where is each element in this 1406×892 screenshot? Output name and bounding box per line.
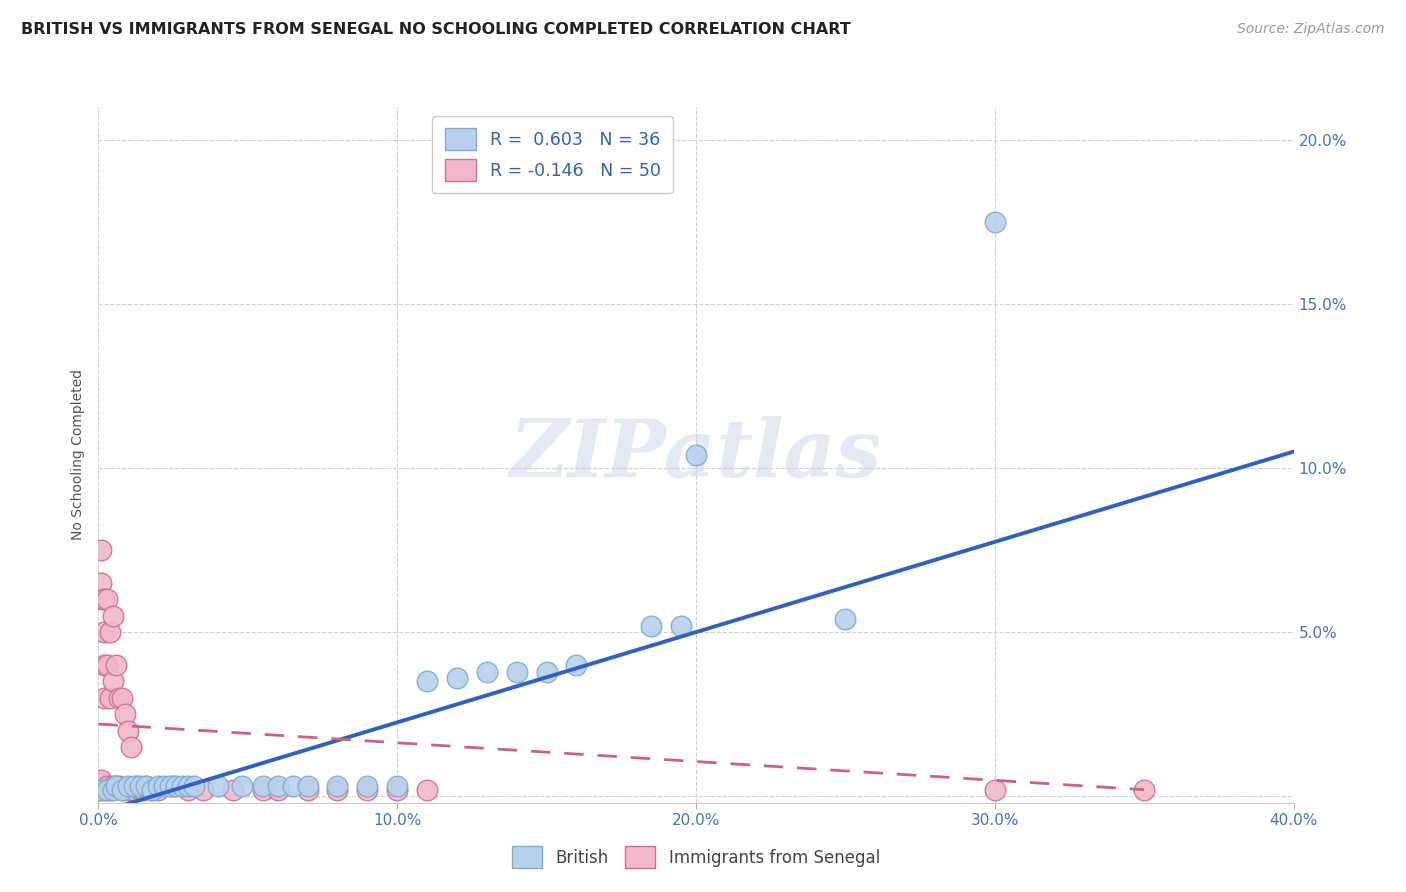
Point [984,215,1007,229]
Point [177,782,200,797]
Point [103,780,125,794]
Point [96,657,118,672]
Point [87,782,110,797]
Point [267,780,290,794]
Point [103,608,125,623]
Point [984,782,1007,797]
Point [129,782,152,797]
Point [356,780,378,794]
Point [536,665,558,679]
Point [153,780,176,794]
Point [297,780,319,794]
Point [93,690,115,705]
Point [108,780,131,794]
Point [93,592,115,607]
Point [96,782,118,797]
Point [111,690,134,705]
Point [93,657,115,672]
Point [90,592,112,607]
Point [103,674,125,689]
Point [103,782,125,797]
Point [191,782,214,797]
Point [326,780,349,794]
Point [148,782,170,797]
Point [132,782,155,797]
Point [100,782,122,797]
Point [207,780,229,794]
Point [640,618,662,632]
Point [165,780,187,794]
Point [135,780,157,794]
Point [96,592,118,607]
Text: BRITISH VS IMMIGRANTS FROM SENEGAL NO SCHOOLING COMPLETED CORRELATION CHART: BRITISH VS IMMIGRANTS FROM SENEGAL NO SC… [21,22,851,37]
Point [416,782,439,797]
Point [127,780,149,794]
Point [506,665,529,679]
Point [159,780,181,794]
Point [108,690,131,705]
Point [252,780,274,794]
Point [148,780,170,794]
Point [252,782,274,797]
Point [117,782,139,797]
Point [90,776,112,790]
Point [93,625,115,640]
Point [117,723,139,738]
Point [96,780,118,794]
Y-axis label: No Schooling Completed: No Schooling Completed [72,369,86,541]
Point [267,782,290,797]
Point [100,690,122,705]
Point [685,448,707,462]
Point [475,665,498,679]
Point [100,625,122,640]
Point [117,780,139,794]
Point [385,780,409,794]
Legend: British, Immigrants from Senegal: British, Immigrants from Senegal [505,839,887,874]
Text: ZIPatlas: ZIPatlas [510,417,882,493]
Point [90,772,112,787]
Point [105,780,128,794]
Point [177,780,200,794]
Point [120,739,142,754]
Point [111,782,134,797]
Point [326,782,349,797]
Point [446,671,468,685]
Point [162,780,184,794]
Point [141,782,163,797]
Point [669,618,692,632]
Point [416,674,439,689]
Point [111,782,134,797]
Point [114,707,136,722]
Point [129,780,152,794]
Point [105,780,128,794]
Point [1133,782,1156,797]
Point [183,780,205,794]
Point [93,782,115,797]
Point [124,780,146,794]
Point [135,780,157,794]
Point [565,657,588,672]
Point [297,782,319,797]
Point [90,543,112,558]
Point [90,782,112,797]
Point [124,782,146,797]
Point [281,780,304,794]
Point [105,657,128,672]
Point [231,780,253,794]
Point [222,782,245,797]
Point [172,780,194,794]
Point [141,782,163,797]
Point [356,782,378,797]
Point [385,782,409,797]
Text: Source: ZipAtlas.com: Source: ZipAtlas.com [1237,22,1385,37]
Point [834,612,856,626]
Point [90,575,112,590]
